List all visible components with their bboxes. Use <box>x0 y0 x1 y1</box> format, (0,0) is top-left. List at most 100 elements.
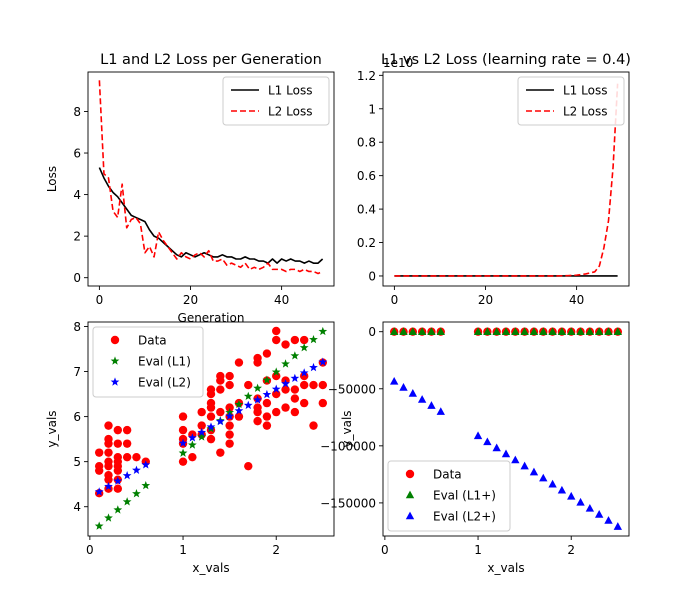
axes-frame <box>382 71 630 287</box>
data-point-data <box>225 380 234 390</box>
data-point-data <box>104 448 113 457</box>
data-point-data <box>299 335 309 345</box>
x-tick-label: 1 <box>474 543 482 557</box>
y-tick-label: −150000 <box>320 496 376 510</box>
data-point-data <box>178 425 188 435</box>
data-point-eval-l2- <box>511 455 520 464</box>
legend-marker <box>405 469 415 479</box>
x-tick-label: 0 <box>96 293 104 307</box>
legend-label: L1 Loss <box>563 84 607 98</box>
y-tick-label: 0 <box>73 271 81 285</box>
data-point-data <box>113 425 123 435</box>
data-point-eval-l1- <box>271 367 281 376</box>
x-tick-label: 0 <box>381 543 389 557</box>
data-point-eval-l1- <box>473 327 483 336</box>
data-point-data <box>104 434 113 444</box>
legend-frame <box>92 326 204 398</box>
plot-area <box>394 83 619 277</box>
data-point-data <box>206 385 216 394</box>
y-tick-label: 1 <box>368 102 376 116</box>
data-point-eval-l1- <box>557 327 567 336</box>
legend-frame <box>517 76 625 126</box>
legend-marker <box>405 490 415 499</box>
data-point-eval-l1- <box>408 327 417 336</box>
y-tick-label: −100000 <box>320 439 376 453</box>
legend-label: Eval (L2+) <box>433 510 496 524</box>
data-point-eval-l2- <box>178 438 188 447</box>
legend-marker <box>110 377 120 386</box>
legend-label: Eval (L1) <box>138 355 191 369</box>
legend: L1 Loss L2 Loss <box>517 76 625 126</box>
data-point-eval-l2- <box>104 481 113 491</box>
data-point-data <box>299 380 309 390</box>
data-point-data <box>178 412 188 421</box>
data-point-eval-l1- <box>253 383 262 392</box>
data-point-eval-l1- <box>243 391 253 401</box>
data-point-data <box>113 452 123 462</box>
data-point-data <box>262 421 272 430</box>
data-point-eval-l2- <box>604 516 613 524</box>
axes-frame <box>87 71 335 287</box>
data-point-eval-l1- <box>281 359 290 368</box>
data-point-eval-l1- <box>399 327 408 336</box>
data-point-eval-l2- <box>585 503 595 512</box>
legend: Data Eval (L1+) Eval (L2+) <box>387 460 511 532</box>
data-point-data <box>272 389 281 399</box>
legend-marker <box>110 356 120 365</box>
plot-area <box>389 327 623 530</box>
y-tick-label: 0.8 <box>357 136 376 150</box>
data-point-data <box>216 385 225 394</box>
data-point-eval-l1- <box>529 327 539 336</box>
x-axis-label: Generation <box>178 311 245 325</box>
data-point-eval-l1- <box>122 497 132 506</box>
data-point-data <box>216 448 225 457</box>
data-point-eval-l2- <box>94 487 104 496</box>
legend: L1 Loss L2 Loss <box>222 76 330 126</box>
data-point-data <box>206 412 216 421</box>
data-point-eval-l2- <box>548 479 557 488</box>
data-point-eval-l2- <box>318 357 328 366</box>
legend-frame <box>387 460 511 532</box>
data-point-eval-l2- <box>132 465 141 474</box>
data-point-eval-l2- <box>417 395 427 403</box>
series-line-l2-loss <box>394 83 619 277</box>
data-point-eval-l1- <box>576 327 585 336</box>
data-point-data <box>262 349 272 358</box>
legend-label: L2 Loss <box>268 105 312 119</box>
data-point-eval-l1- <box>483 327 492 336</box>
data-point-eval-l2- <box>262 389 272 399</box>
data-point-data <box>244 380 253 390</box>
x-tick-label: 40 <box>569 293 584 307</box>
x-tick-label: 20 <box>478 293 493 307</box>
legend-marker <box>110 335 120 345</box>
data-point-data <box>132 452 141 462</box>
data-point-eval-l2- <box>290 373 300 383</box>
data-point-eval-l2- <box>399 382 408 391</box>
data-point-data <box>216 371 225 381</box>
data-point-data <box>290 394 300 403</box>
data-point-data <box>206 434 216 444</box>
data-point-data <box>281 403 290 412</box>
data-point-eval-l2- <box>113 476 123 485</box>
data-point-data <box>122 439 132 448</box>
data-point-data <box>299 398 309 408</box>
y-tick-label: 5 <box>73 455 81 469</box>
data-point-eval-l1- <box>309 334 318 344</box>
data-point-eval-l1- <box>94 521 104 530</box>
legend-label: L1 Loss <box>268 84 312 98</box>
data-point-data <box>94 461 104 471</box>
data-point-eval-l2- <box>595 510 604 518</box>
plot-area <box>94 326 328 530</box>
data-point-eval-l2- <box>271 384 281 393</box>
y-tick-label: 6 <box>73 147 81 161</box>
data-point-eval-l1- <box>234 399 244 409</box>
y-tick-label: 1.2 <box>357 69 376 83</box>
data-point-data <box>281 340 290 349</box>
data-point-data <box>290 335 300 345</box>
data-point-data <box>113 484 123 493</box>
x-tick-label: 0 <box>391 293 399 307</box>
y-axis-label: y_vals <box>45 410 59 447</box>
data-point-data <box>309 380 318 390</box>
data-point-eval-l1- <box>113 505 123 514</box>
data-point-eval-l2- <box>390 376 399 385</box>
